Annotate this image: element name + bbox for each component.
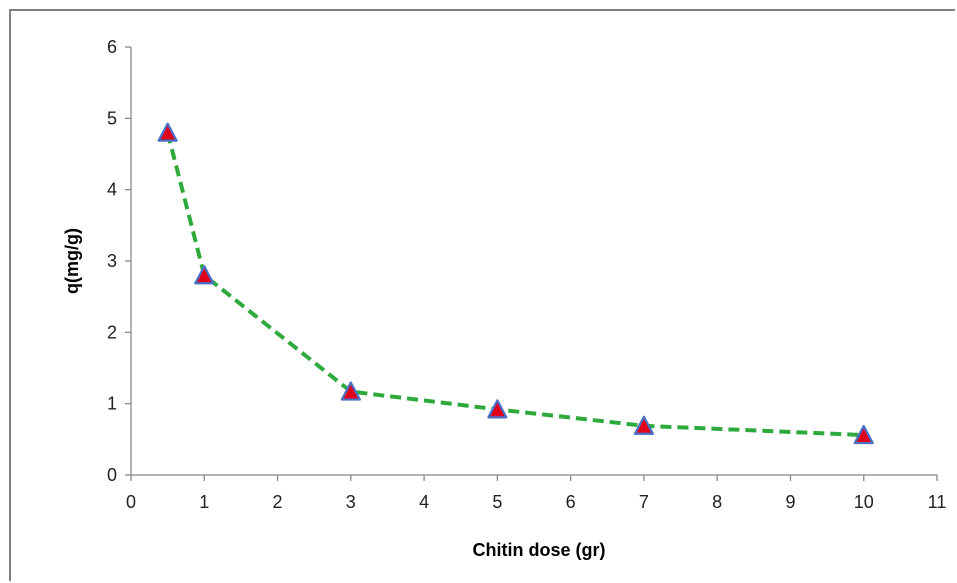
x-tick-label: 11 (928, 492, 947, 512)
series-group (159, 124, 873, 443)
data-point-marker (159, 124, 177, 141)
series-line (168, 133, 864, 435)
x-tick-label: 10 (854, 492, 874, 512)
y-tick-label: 0 (107, 465, 117, 485)
x-tick-label: 8 (712, 492, 722, 512)
y-tick-label: 2 (107, 322, 117, 342)
y-tick-label: 5 (107, 108, 117, 128)
x-tick-label: 9 (785, 492, 795, 512)
y-ticks: 0 1 2 3 4 5 6 (107, 37, 131, 485)
x-tick-label: 4 (419, 492, 429, 512)
y-tick-label: 6 (107, 37, 117, 57)
axes (131, 47, 937, 475)
x-tick-label: 0 (126, 492, 136, 512)
y-axis-title: q(mg/g) (62, 228, 82, 294)
y-tick-label: 4 (107, 180, 117, 200)
x-tick-label: 7 (639, 492, 649, 512)
x-tick-label: 3 (346, 492, 356, 512)
x-ticks: 0 1 2 3 4 5 6 7 8 9 10 11 (126, 475, 946, 512)
x-tick-label: 5 (492, 492, 502, 512)
x-tick-label: 2 (273, 492, 283, 512)
x-axis-title: Chitin dose (gr) (473, 540, 606, 560)
x-tick-label: 6 (566, 492, 576, 512)
data-point-marker (195, 266, 213, 283)
data-point-marker (488, 400, 506, 417)
y-tick-label: 3 (107, 251, 117, 271)
y-tick-label: 1 (107, 394, 117, 414)
x-tick-label: 1 (199, 492, 209, 512)
